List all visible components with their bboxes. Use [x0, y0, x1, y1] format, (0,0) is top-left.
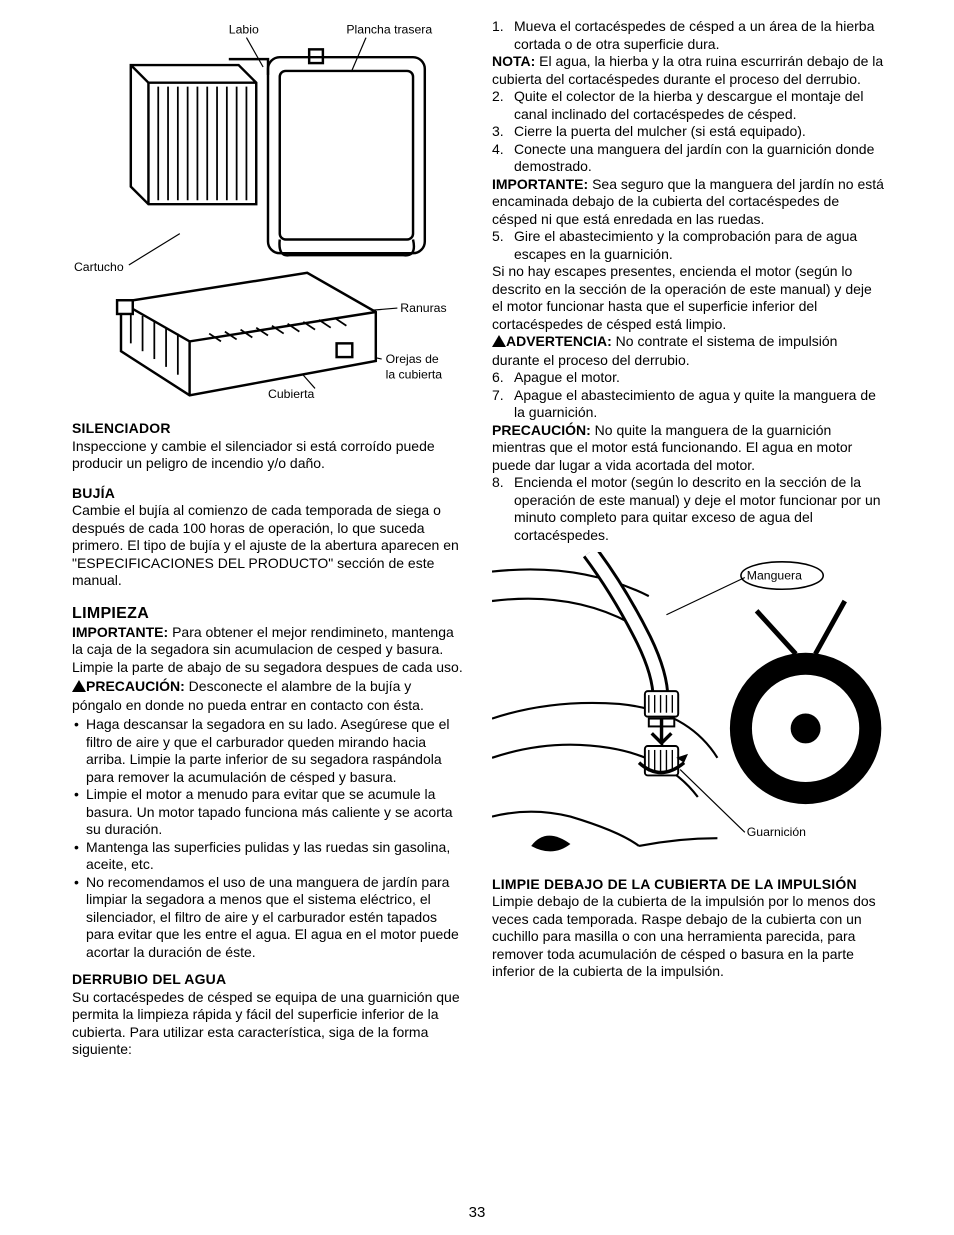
warning-icon [72, 679, 86, 697]
nota: NOTA: El agua, la hierba y la otra ruina… [492, 53, 884, 88]
limpieza-heading: LIMPIEZA [72, 604, 464, 624]
label-labio: Labio [229, 23, 259, 37]
warning-icon [492, 334, 506, 352]
precaucion-right: PRECAUCIÓN: No quite la manguera de la g… [492, 422, 884, 475]
silenciador-heading: SILENCIADOR [72, 420, 464, 438]
list-item: 2.Quite el colector de la hierba y desca… [492, 88, 884, 123]
label-ranuras: Ranuras [400, 301, 446, 315]
list-item: 6.Apague el motor. [492, 369, 884, 387]
air-filter-diagram: Labio Plancha trasera Cartucho Ranuras O… [72, 18, 464, 410]
washout-diagram: Manguera Guarnición [492, 552, 884, 866]
page-number: 33 [0, 1204, 954, 1223]
steps-list: 5.Gire el abastecimiento y la comprobaci… [492, 228, 884, 263]
list-item: Haga descansar la segadora en su lado. A… [72, 716, 464, 786]
bujia-body: Cambie el bujía al comienzo de cada temp… [72, 502, 464, 590]
derrubio-heading: DERRUBIO DEL AGUA [72, 971, 464, 989]
label-manguera: Manguera [747, 568, 802, 582]
list-item: Limpie el motor a menudo para evitar que… [72, 786, 464, 839]
list-item: Mantenga las superficies pulidas y las r… [72, 839, 464, 874]
limpie-body: Limpie debajo de la cubierta de la impul… [492, 893, 884, 981]
importante: IMPORTANTE: Sea seguro que la manguera d… [492, 176, 884, 229]
limpie-heading: LIMPIE DEBAJO DE LA CUBIERTA DE LA IMPUL… [492, 876, 884, 894]
after-step5: Si no hay escapes presentes, encienda el… [492, 263, 884, 333]
limpieza-precaucion: PRECAUCIÓN: Desconecte el alambre de la … [72, 678, 464, 714]
label-cubierta: Cubierta [268, 387, 314, 401]
label-plancha-trasera: Plancha trasera [346, 23, 432, 37]
steps-list: 8.Encienda el motor (según lo descrito e… [492, 474, 884, 544]
limpieza-bullets: Haga descansar la segadora en su lado. A… [72, 716, 464, 961]
steps-list: 2.Quite el colector de la hierba y desca… [492, 88, 884, 176]
silenciador-body: Inspeccione y cambie el silenciador si e… [72, 438, 464, 473]
label-la-cubierta: la cubierta [386, 368, 443, 382]
list-item: 7.Apague el abastecimiento de agua y qui… [492, 387, 884, 422]
list-item: No recomendamos el uso de una manguera d… [72, 874, 464, 962]
steps-list: 1.Mueva el cortacéspedes de césped a un … [492, 18, 884, 53]
advertencia: ADVERTENCIA: No contrate el sistema de i… [492, 333, 884, 369]
bujia-heading: BUJÍA [72, 485, 464, 503]
label-orejas-de: Orejas de [386, 352, 439, 366]
label-guarnicion: Guarnición [747, 825, 806, 839]
list-item: 5.Gire el abastecimiento y la comprobaci… [492, 228, 884, 263]
list-item: 4.Conecte una manguera del jardín con la… [492, 141, 884, 176]
list-item: 8.Encienda el motor (según lo descrito e… [492, 474, 884, 544]
list-item: 1.Mueva el cortacéspedes de césped a un … [492, 18, 884, 53]
limpieza-importante: IMPORTANTE: Para obtener el mejor rendim… [72, 624, 464, 677]
steps-list: 6.Apague el motor. 7.Apague el abastecim… [492, 369, 884, 422]
list-item: 3.Cierre la puerta del mulcher (si está … [492, 123, 884, 141]
label-cartucho: Cartucho [74, 260, 124, 274]
derrubio-body: Su cortacéspedes de césped se equipa de … [72, 989, 464, 1059]
